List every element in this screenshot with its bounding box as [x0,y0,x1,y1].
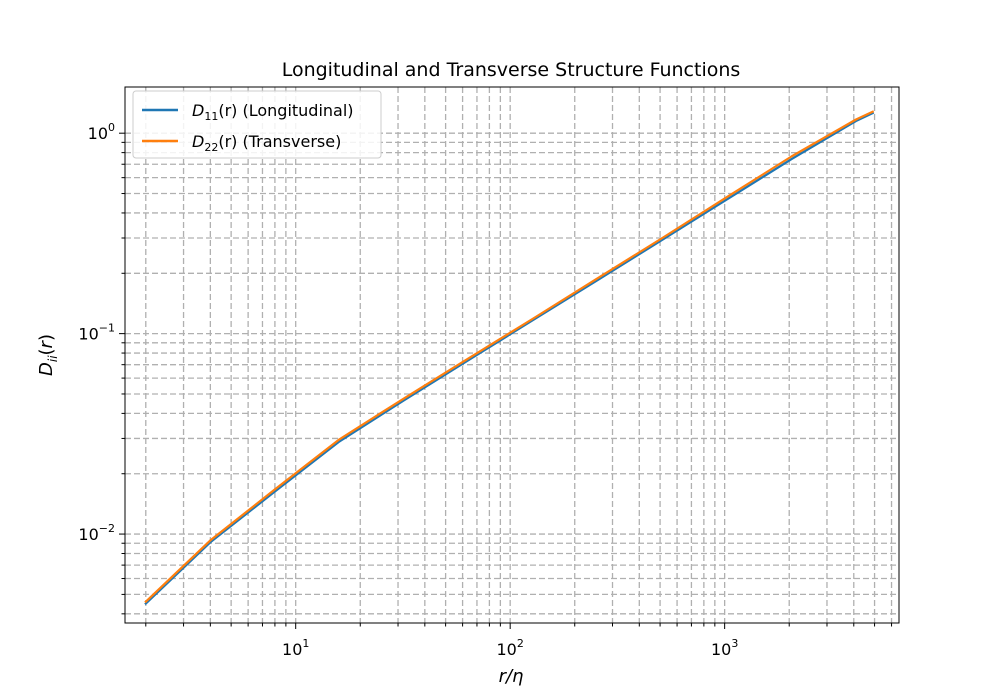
x-tick-label: 103 [711,637,738,659]
y-tick-label: 10−2 [78,522,115,544]
legend-label-1: D11(r) (Longitudinal) [192,101,354,123]
legend: D11(r) (Longitudinal) D22(r) (Transverse) [132,90,382,159]
x-axis-label: r/η [499,666,524,687]
x-axis-label-text: r/η [499,666,524,687]
y-axis-label-subscript: ii [46,355,60,362]
series-line-1 [144,111,875,606]
grid-lines [125,87,899,623]
x-tick-label: 101 [282,637,309,659]
x-tick-label: 102 [496,637,523,659]
axis-ticks: 101 102 103 100 10−1 10−2 [78,121,893,659]
y-tick-label: 100 [88,121,115,143]
plot-frame [124,86,900,624]
series-lines [144,110,875,606]
series-line-2 [144,110,875,604]
legend-box [132,90,382,159]
y-axis-label: Dii(r) [36,334,60,376]
chart-title: Longitudinal and Transverse Structure Fu… [282,59,741,81]
y-tick-label: 10−1 [78,322,115,344]
legend-label-2: D22(r) (Transverse) [192,132,341,154]
